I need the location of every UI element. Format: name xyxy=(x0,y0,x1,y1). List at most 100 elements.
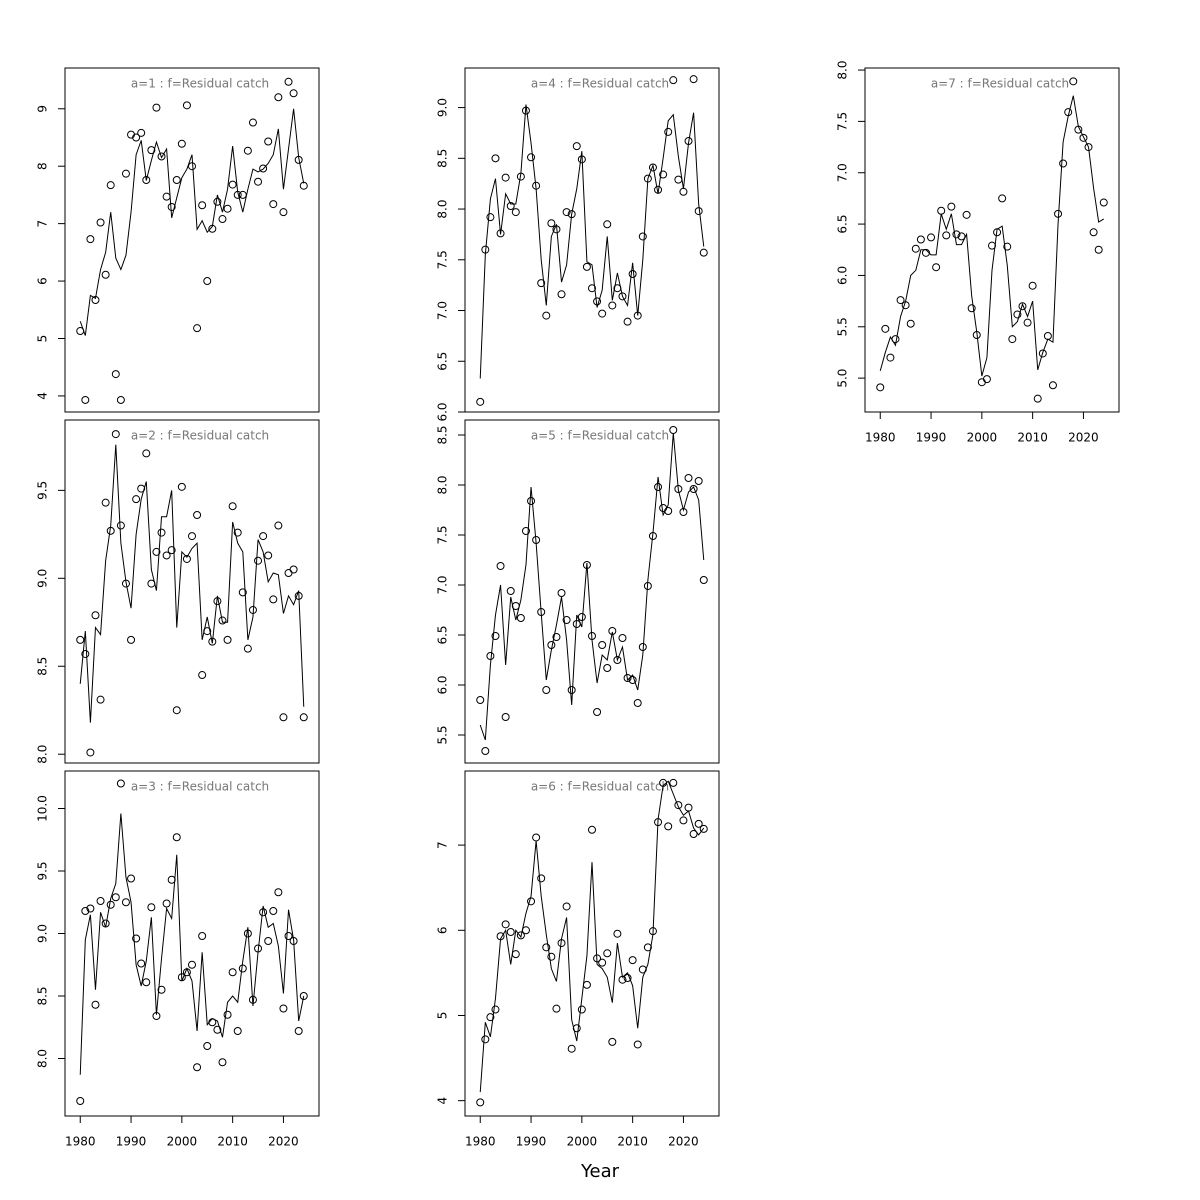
data-point xyxy=(284,569,293,578)
data-point xyxy=(547,219,556,228)
data-point xyxy=(152,547,161,556)
data-point xyxy=(142,449,151,458)
y-tick-label: 7 xyxy=(36,220,50,228)
data-point xyxy=(491,1005,500,1014)
data-point xyxy=(254,556,263,565)
data-point xyxy=(127,874,136,883)
y-tick-label: 8.0 xyxy=(36,1049,50,1068)
data-point xyxy=(977,378,986,387)
data-point xyxy=(942,231,951,240)
data-point xyxy=(481,747,490,755)
data-point xyxy=(633,1040,642,1049)
data-point xyxy=(269,907,278,915)
data-point xyxy=(132,133,141,142)
data-point xyxy=(481,1035,490,1044)
data-point xyxy=(506,928,515,936)
data-point xyxy=(1018,302,1027,311)
panel-frame xyxy=(64,67,320,413)
fitted-line xyxy=(479,780,705,1093)
y-tick-label: 6.5 xyxy=(436,625,450,644)
data-point xyxy=(182,101,191,110)
data-point xyxy=(506,202,515,211)
panel-frame xyxy=(464,67,720,413)
data-point xyxy=(157,985,166,994)
y-tick-label: 8.5 xyxy=(436,149,450,168)
panel-frame xyxy=(64,770,320,1117)
panel-title: a=2 : f=Residual catch xyxy=(131,429,269,443)
data-point xyxy=(259,532,268,541)
data-point xyxy=(486,652,495,660)
data-point xyxy=(962,210,971,219)
data-point xyxy=(567,1044,576,1053)
data-point xyxy=(1038,349,1047,358)
data-point xyxy=(557,589,566,597)
data-point xyxy=(623,974,632,982)
data-point xyxy=(603,664,612,672)
data-point xyxy=(243,146,252,155)
data-point xyxy=(137,128,146,137)
data-point xyxy=(91,611,100,620)
data-point xyxy=(496,562,505,570)
data-point xyxy=(76,1097,85,1105)
data-point xyxy=(81,907,90,915)
data-point xyxy=(582,262,591,271)
x-tick-label: 1990 xyxy=(916,431,947,445)
data-point xyxy=(254,177,263,186)
data-point xyxy=(167,546,176,555)
data-point xyxy=(567,686,576,694)
panel-title: a=6 : f=Residual catch xyxy=(531,780,669,794)
data-point xyxy=(101,498,110,507)
data-point xyxy=(501,713,510,721)
data-point xyxy=(982,375,991,384)
data-point xyxy=(289,565,298,574)
x-tick-label: 1980 xyxy=(465,1135,496,1149)
y-tick-label: 6.5 xyxy=(836,215,850,234)
data-point xyxy=(289,89,298,98)
x-axis-label: Year xyxy=(580,1161,620,1182)
data-point xyxy=(537,874,546,883)
data-point xyxy=(238,964,247,973)
data-point xyxy=(598,641,607,649)
y-tick-label: 8.5 xyxy=(36,657,50,676)
data-point xyxy=(121,169,130,178)
data-point xyxy=(911,244,920,253)
y-tick-label: 8.5 xyxy=(436,425,450,444)
data-point xyxy=(679,187,688,196)
fitted-line xyxy=(79,444,305,723)
data-point xyxy=(593,708,602,716)
x-tick-label: 2000 xyxy=(967,431,998,445)
data-point xyxy=(623,317,632,326)
y-tick-label: 9.0 xyxy=(36,569,50,588)
data-point xyxy=(172,833,181,842)
data-point xyxy=(491,632,500,640)
y-tick-label: 5.5 xyxy=(436,725,450,744)
data-point xyxy=(476,696,485,704)
y-tick-label: 7.0 xyxy=(436,575,450,594)
data-point xyxy=(1089,228,1098,237)
y-tick-label: 9 xyxy=(36,105,50,113)
y-tick-label: 6.5 xyxy=(436,352,450,371)
data-point xyxy=(1013,310,1022,319)
data-point xyxy=(532,833,541,842)
data-point xyxy=(699,248,708,257)
y-tick-label: 5.5 xyxy=(836,317,850,336)
data-point xyxy=(689,75,698,84)
data-point xyxy=(294,1027,303,1035)
data-point xyxy=(208,637,217,646)
data-point xyxy=(664,127,673,136)
data-point xyxy=(81,649,90,658)
data-point xyxy=(659,170,668,179)
data-point xyxy=(1059,159,1068,168)
data-point xyxy=(81,395,90,404)
data-point xyxy=(516,931,525,940)
y-tick-label: 10.0 xyxy=(36,795,50,822)
data-point xyxy=(542,311,551,320)
data-point xyxy=(577,613,586,621)
y-tick-label: 7.5 xyxy=(836,112,850,131)
data-point xyxy=(147,903,156,912)
data-point xyxy=(542,943,551,952)
data-point xyxy=(1079,133,1088,142)
data-point xyxy=(689,830,698,839)
panel-title: a=4 : f=Residual catch xyxy=(531,77,669,91)
data-point xyxy=(218,1058,227,1067)
